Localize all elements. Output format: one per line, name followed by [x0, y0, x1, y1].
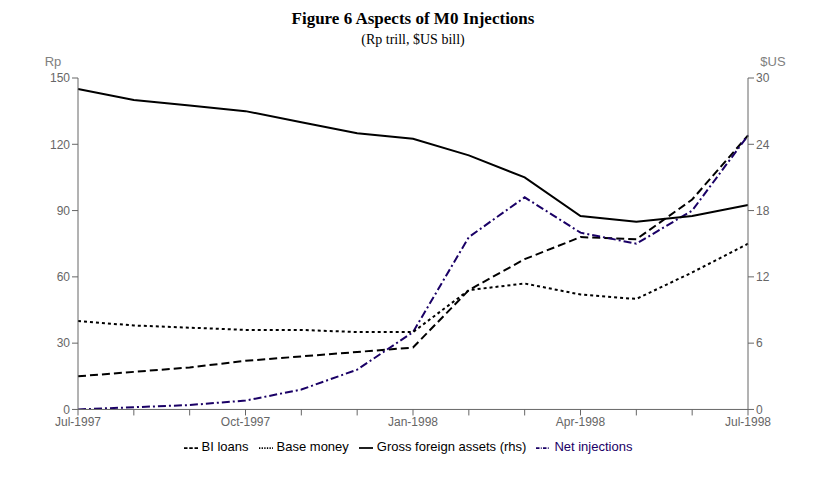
svg-text:120: 120 [50, 138, 70, 152]
html-text:BI loans: BI loans [201, 439, 249, 455]
svg-text:90: 90 [57, 204, 71, 218]
html-text:Base money: Base money [276, 439, 349, 455]
svg-text:150: 150 [50, 71, 70, 85]
html-text:(Rp trill, $US bill): (Rp trill, $US bill) [361, 32, 465, 47]
svg-text:$US: $US [760, 54, 786, 69]
svg-text:30: 30 [57, 336, 71, 350]
svg-text:Apr-1998: Apr-1998 [556, 415, 606, 429]
svg-text:12: 12 [756, 270, 770, 284]
html-text:Net injections: Net injections [554, 439, 633, 455]
svg-text:24: 24 [756, 138, 770, 152]
svg-text:6: 6 [756, 336, 763, 350]
svg-text:18: 18 [756, 204, 770, 218]
svg-text:Rp: Rp [45, 54, 62, 69]
svg-text:30: 30 [756, 71, 770, 85]
html-text:Figure 6 Aspects of M0 Injecti: Figure 6 Aspects of M0 Injections [291, 9, 535, 28]
svg-text:0: 0 [756, 403, 763, 417]
svg-text:Jul-1997: Jul-1997 [55, 415, 101, 429]
svg-text:60: 60 [57, 270, 71, 284]
svg-text:Jan-1998: Jan-1998 [388, 415, 438, 429]
svg-text:Oct-1997: Oct-1997 [221, 415, 271, 429]
svg-text:Jul-1998: Jul-1998 [725, 415, 771, 429]
svg-text:0: 0 [63, 403, 70, 417]
html-text:Gross foreign assets (rhs): Gross foreign assets (rhs) [376, 439, 527, 455]
